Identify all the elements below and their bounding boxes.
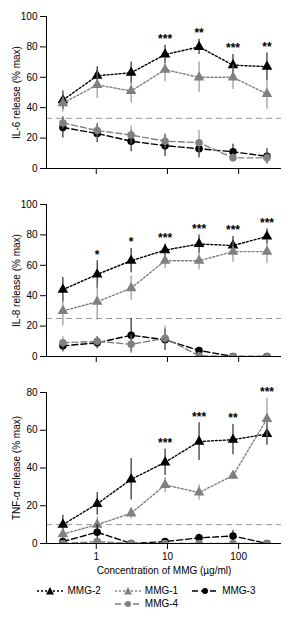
svg-text:***: *** [226,223,240,237]
svg-text:***: *** [192,410,206,424]
svg-text:100: 100 [230,551,247,562]
svg-text:***: *** [226,41,240,55]
svg-text:40: 40 [26,102,38,113]
svg-text:TNF-α release (% max): TNF-α release (% max) [11,416,22,520]
svg-text:***: *** [158,231,172,245]
svg-text:40: 40 [26,290,38,301]
svg-text:0: 0 [32,351,38,362]
svg-text:*: * [95,248,100,262]
svg-text:100: 100 [21,11,38,22]
svg-text:0: 0 [32,163,38,174]
svg-text:***: *** [158,32,172,46]
svg-text:40: 40 [26,462,38,473]
svg-text:100: 100 [21,199,38,210]
svg-text:**: ** [194,26,204,40]
svg-text:20: 20 [26,320,38,331]
svg-text:***: *** [260,216,274,230]
html-text:MMG-4: MMG-4 [144,598,179,609]
svg-text:***: *** [192,222,206,236]
svg-text:20: 20 [26,500,38,511]
svg-text:Concentration of MMG (µg/ml): Concentration of MMG (µg/ml) [97,565,232,576]
svg-text:***: *** [260,385,274,399]
svg-text:20: 20 [26,132,38,143]
svg-text:IL-6 release (% max): IL-6 release (% max) [11,46,22,139]
svg-text:**: ** [228,411,238,425]
svg-text:*: * [129,235,134,249]
svg-text:60: 60 [26,424,38,435]
svg-text:80: 80 [26,229,38,240]
svg-text:IL-8 release (% max): IL-8 release (% max) [11,234,22,327]
svg-text:***: *** [158,436,172,450]
svg-text:1: 1 [93,551,99,562]
svg-text:60: 60 [26,72,38,83]
svg-text:**: ** [262,40,272,54]
svg-text:60: 60 [26,260,38,271]
svg-text:80: 80 [26,41,38,52]
svg-text:0: 0 [32,538,38,549]
html-text:MMG-2: MMG-2 [67,585,101,596]
svg-text:80: 80 [26,387,38,398]
html-text:MMG-1: MMG-1 [144,585,179,596]
svg-text:10: 10 [162,551,174,562]
html-text:MMG-3: MMG-3 [222,585,256,596]
